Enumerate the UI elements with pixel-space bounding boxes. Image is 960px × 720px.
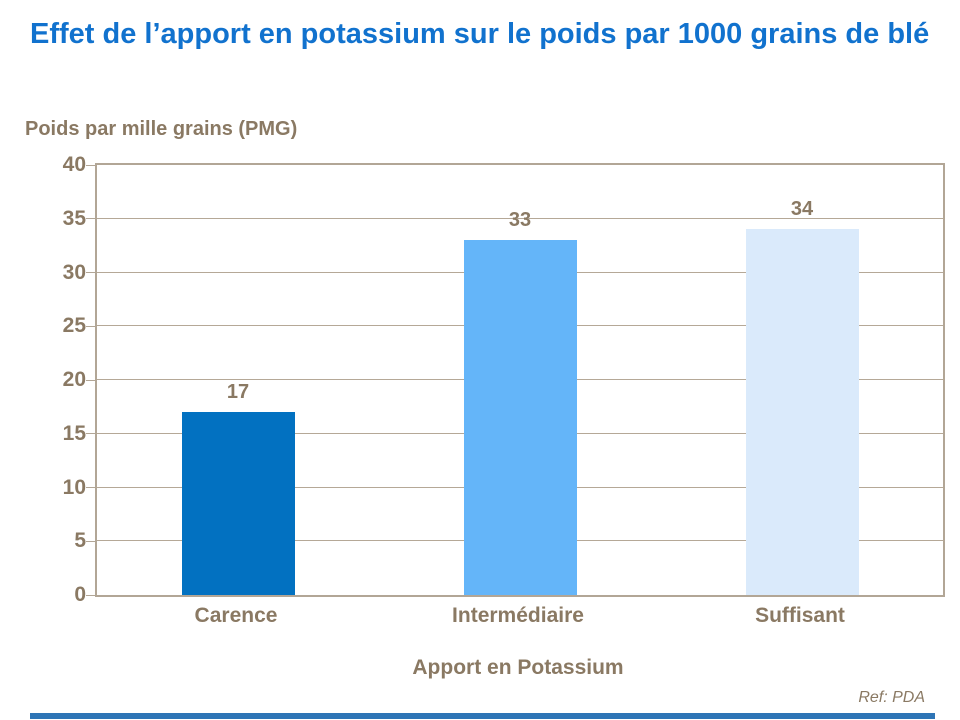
y-tick-mark (86, 540, 95, 542)
x-tick-label: Carence (194, 604, 278, 627)
y-tick-mark (86, 272, 95, 273)
x-tick-label: Intermédiaire (452, 604, 584, 627)
y-tick-mark (86, 433, 95, 435)
plot-area: 17 33 34 (86, 163, 945, 597)
y-tick-label: 5 (74, 529, 86, 553)
chart-title: Effet de l’apport en potassium sur le po… (30, 18, 930, 50)
bar-value-label: 33 (508, 209, 532, 231)
y-tick-label: 0 (74, 583, 86, 606)
x-tick-label: Suffisant (755, 604, 845, 627)
y-axis-title: Poids par mille grains (PMG) (25, 118, 298, 140)
reference-note: Ref: PDA (858, 689, 925, 706)
y-tick-label: 20 (62, 368, 86, 391)
x-axis-title: Apport en Potassium (412, 656, 624, 679)
y-tick-mark (86, 594, 95, 596)
bar-value-label: 17 (226, 381, 250, 403)
bar-intermediaire (463, 240, 577, 595)
bar-carence (181, 412, 295, 595)
footer-accent-bar (30, 713, 935, 719)
y-tick-label: 25 (62, 314, 86, 338)
y-tick-mark (86, 164, 95, 166)
y-tick-label: 40 (62, 153, 86, 176)
gridline (97, 217, 943, 219)
y-tick-mark (86, 218, 95, 220)
y-tick-mark (86, 487, 95, 488)
bar-suffisant (745, 229, 859, 595)
y-tick-mark (86, 325, 95, 327)
y-tick-mark (86, 379, 95, 381)
bar-value-label: 34 (790, 198, 814, 220)
y-tick-label: 35 (62, 206, 86, 230)
y-tick-label: 10 (62, 475, 86, 499)
y-tick-label: 30 (62, 260, 86, 284)
y-tick-label: 15 (62, 421, 86, 445)
